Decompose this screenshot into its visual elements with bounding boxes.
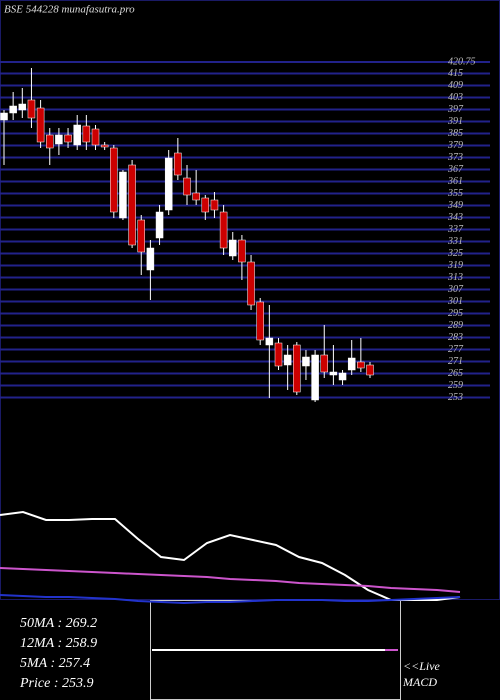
y-tick-label: 337 [447,224,464,235]
candle-body [174,152,182,176]
macd-title: MACD [402,675,437,689]
y-tick-label: 319 [447,260,463,271]
candle-body [366,364,374,376]
y-tick-label: 271 [448,356,463,367]
ma-label: 12MA : 258.9 [20,636,97,651]
chart-title: BSE 544228 munafasutra.pro [4,4,135,16]
candle-body [229,239,237,257]
candle-body [9,105,17,114]
candle-body [55,134,63,145]
y-tick-label: 259 [448,380,463,391]
candle-body [256,301,264,341]
candle-body [164,157,173,211]
candle-body [27,99,36,119]
candle-body [320,354,328,373]
candle-body [192,192,200,201]
y-tick-label: 379 [447,140,463,151]
candle-body [91,128,100,146]
candle-body [0,112,8,121]
candle-body [293,344,301,393]
candle-body [247,261,255,306]
candle-body [311,354,319,401]
y-tick-label: 295 [448,308,463,319]
y-tick-label: 325 [447,248,463,259]
candle-body [146,247,155,271]
candle-body [110,147,118,213]
candle-body [119,171,127,219]
candle-body [219,211,228,249]
y-tick-label: 385 [447,128,463,139]
y-tick-label: 361 [447,176,463,187]
y-tick-label: 301 [447,296,463,307]
candle-body [46,134,54,149]
candle-body [18,103,27,111]
ma-label: 50MA : 269.2 [20,616,97,631]
ma-label: 5MA : 257.4 [20,656,90,671]
indicator-line [0,510,461,601]
candle-body [100,144,109,148]
candle-body [338,372,347,381]
y-tick-label: 265 [448,368,463,379]
y-tick-label: 313 [447,272,463,283]
candle-body [82,125,91,143]
y-tick-label: 277 [448,344,464,355]
candle-body [183,177,191,196]
candle-body [201,197,210,213]
candle-body [64,134,72,143]
candle-body [128,164,136,246]
y-tick-label: 343 [447,212,463,223]
y-tick-label: 253 [448,392,463,403]
candle-body [137,219,145,253]
y-tick-label: 367 [447,164,464,175]
y-tick-label: 409 [448,80,463,91]
candle-body [265,337,274,346]
y-tick-label: 349 [447,200,463,211]
ma-label: Price : 253.9 [19,676,93,691]
candle-body [238,239,246,263]
candle-body [357,361,365,369]
y-tick-label: 420.75 [448,56,476,67]
candle-body [36,107,45,143]
y-tick-label: 373 [447,152,463,163]
y-tick-label: 331 [447,236,463,247]
indicator-line [0,594,461,605]
candle-body [302,356,310,367]
y-tick-label: 283 [448,332,463,343]
indicator-line [0,567,461,593]
live-link[interactable]: <<Live [403,659,441,673]
y-tick-label: 391 [447,116,463,127]
y-tick-label: 403 [448,92,463,103]
y-tick-label: 397 [447,104,464,115]
y-tick-label: 289 [448,320,463,331]
candle-body [210,199,219,211]
candle-body [347,357,356,371]
candle-body [329,371,338,376]
candle-body [283,354,292,366]
y-tick-label: 307 [447,284,464,295]
candle-body [274,342,283,367]
y-tick-label: 415 [448,68,463,79]
candle-body [73,124,81,146]
candle-body [155,211,164,239]
y-tick-label: 355 [447,188,463,199]
